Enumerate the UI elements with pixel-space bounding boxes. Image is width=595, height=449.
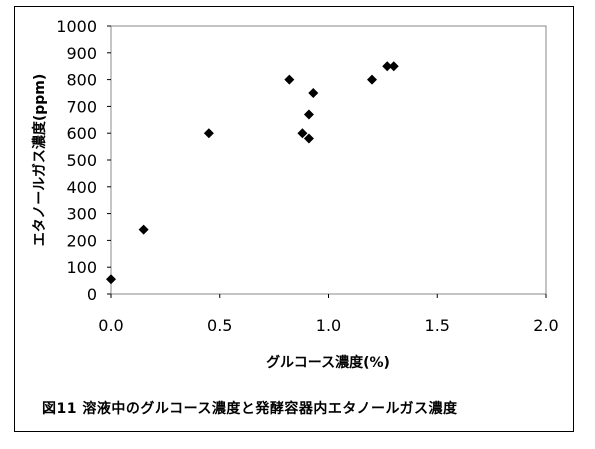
plot-area xyxy=(110,25,547,295)
y-axis-label: エタノールガス濃度(ppm) xyxy=(31,74,48,247)
x-tick-label: 1.0 xyxy=(316,316,341,335)
y-tick-label: 1000 xyxy=(56,17,97,36)
x-tick-label: 0.5 xyxy=(207,316,232,335)
y-axis: 0 100 200 300 400 500 600 700 800 900 1000 xyxy=(56,17,111,304)
figure-frame xyxy=(14,6,574,432)
data-point xyxy=(138,224,149,235)
data-point xyxy=(367,74,377,85)
x-axis-label: グルコース濃度(%) xyxy=(266,354,390,371)
figure-caption: 図11 溶液中のグルコース濃度と発酵容器内エタノールガス濃度 xyxy=(42,401,458,417)
data-points xyxy=(106,61,399,285)
y-tick-label: 400 xyxy=(66,178,97,197)
x-tick-label: 0.0 xyxy=(98,316,123,335)
data-point xyxy=(303,133,314,144)
y-tick-label: 900 xyxy=(66,44,97,63)
x-tick-label: 1.5 xyxy=(425,316,450,335)
data-point xyxy=(284,74,295,85)
y-tick-label: 200 xyxy=(66,231,97,250)
data-point xyxy=(388,61,399,72)
x-tick-label: 2.0 xyxy=(533,316,558,335)
y-tick-label: 700 xyxy=(66,97,97,116)
y-tick-label: 800 xyxy=(66,71,97,90)
y-tick-label: 100 xyxy=(66,258,97,277)
y-tick-label: 500 xyxy=(66,151,97,170)
data-point xyxy=(297,128,308,139)
y-tick-label: 300 xyxy=(66,205,97,224)
data-point xyxy=(106,274,116,285)
data-point xyxy=(203,128,214,139)
y-tick-label: 0 xyxy=(87,285,97,304)
data-point xyxy=(308,88,319,98)
x-axis: 0.0 0.5 1.0 1.5 2.0 xyxy=(98,294,559,335)
data-point xyxy=(303,109,314,120)
y-tick-label: 600 xyxy=(66,124,97,143)
data-point xyxy=(382,61,393,72)
